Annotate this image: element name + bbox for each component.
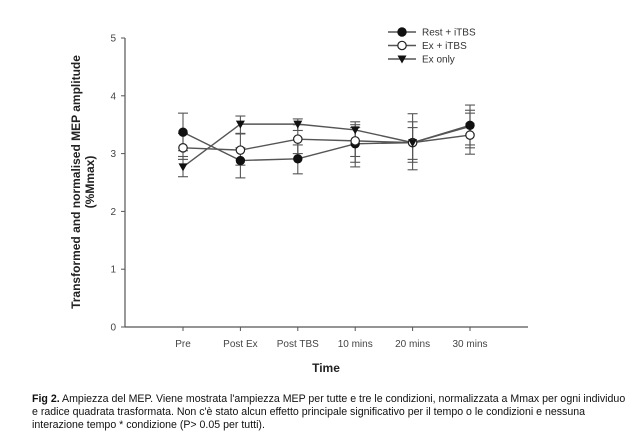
data-point: [465, 130, 475, 140]
data-point: [235, 145, 246, 155]
series-errorbars-0: [178, 104, 475, 179]
legend-label: Ex + iTBS: [422, 41, 467, 52]
legend: Rest + iTBS Ex + iTBS Ex only: [388, 27, 476, 66]
series-markers-2: [178, 120, 475, 172]
data-point: [292, 134, 303, 144]
series-errorbars-2: [178, 109, 475, 178]
y-tick-label: 4: [110, 91, 116, 102]
y-tick-label: 1: [110, 265, 116, 276]
data-point: [178, 143, 188, 153]
data-point: [235, 155, 246, 166]
data-point: [465, 122, 475, 131]
data-point: [178, 163, 188, 172]
data-point: [350, 126, 360, 135]
legend-marker: [397, 40, 407, 51]
series-line-0: [182, 124, 471, 162]
data-point: [350, 136, 360, 146]
y-axis-title-unit: (%Mmax): [83, 156, 97, 209]
data-point: [408, 139, 418, 148]
legend-marker: [397, 55, 407, 64]
y-tick-label: 5: [110, 34, 116, 45]
x-tick-label: Post TBS: [277, 339, 319, 350]
series-line-1: [182, 134, 471, 151]
caption-text: Ampiezza del MEP. Viene mostrata l'ampie…: [32, 393, 626, 431]
x-tick-label: 20 mins: [395, 339, 430, 350]
y-tick-label: 3: [110, 149, 116, 160]
data-point: [293, 120, 303, 129]
legend-label: Ex only: [422, 55, 455, 66]
data-point: [293, 154, 303, 164]
y-axis-title: Transformed and normalised MEP amplitude: [69, 55, 83, 309]
data-point: [235, 120, 245, 129]
y-tick-label: 2: [110, 207, 116, 218]
mep-amplitude-chart: 0 1 2 3 4 5 Pre Post Ex Post TBS 10 mins 20 mins 30…: [69, 27, 528, 375]
caption-label: Fig 2.: [32, 393, 60, 405]
axes: 0 1 2 3 4 5 Pre Post Ex Post TBS 10 mins 20 mins 30…: [110, 34, 528, 350]
x-tick-label: 30 mins: [452, 339, 487, 350]
data-point: [178, 127, 188, 137]
legend-label: Rest + iTBS: [422, 28, 476, 39]
x-axis-title: Time: [312, 361, 340, 375]
legend-marker: [397, 27, 407, 37]
x-tick-label: Post Ex: [223, 339, 257, 350]
series-layer: [178, 104, 475, 179]
x-tick-label: Pre: [175, 339, 191, 350]
figure-caption: Fig 2. Ampiezza del MEP. Viene mostrata …: [32, 393, 632, 432]
series-line-2: [182, 123, 471, 168]
x-tick-label: 10 mins: [338, 339, 373, 350]
series-errorbars-1: [178, 112, 475, 166]
y-tick-label: 0: [110, 323, 116, 334]
